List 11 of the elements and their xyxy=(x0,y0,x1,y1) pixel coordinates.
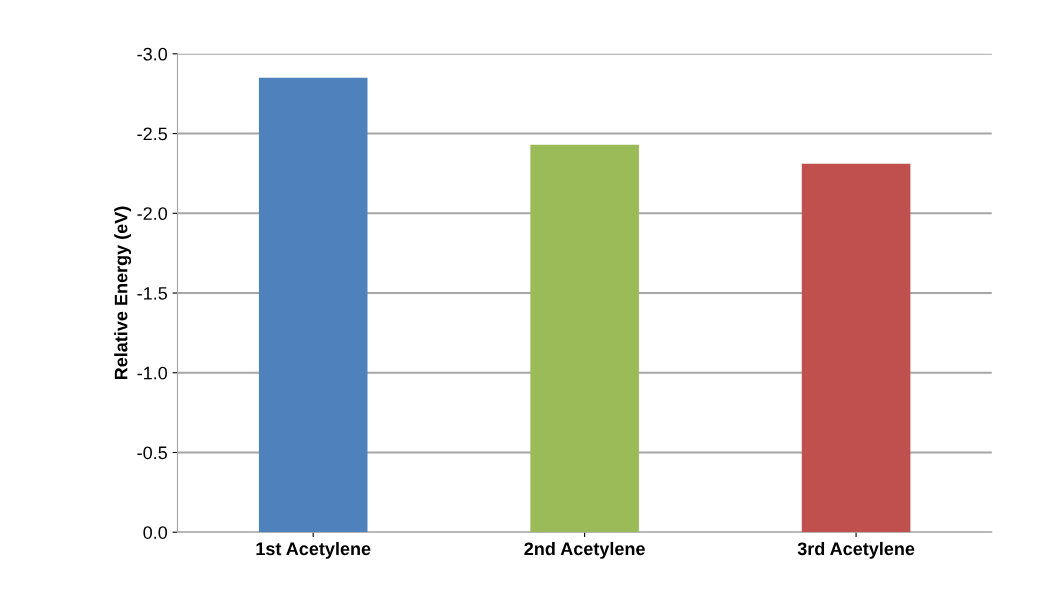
y-tick-label: -1.0 xyxy=(137,366,168,380)
y-tick-label: -3.0 xyxy=(137,47,168,61)
x-tick-label: 3rd Acetylene xyxy=(797,541,915,559)
y-tick-label: -0.5 xyxy=(137,446,167,460)
x-tick-label: 2nd Acetylene xyxy=(524,541,645,559)
x-tick-label: 1st Acetylene xyxy=(256,541,371,559)
y-tick-label: 0.0 xyxy=(143,526,168,539)
y-tick-label: -2.0 xyxy=(137,207,168,221)
y-tick-label: -1.5 xyxy=(137,287,167,300)
y-tick-label: -2.5 xyxy=(137,127,167,141)
y-axis-title: Relative Energy (eV) xyxy=(114,206,132,380)
